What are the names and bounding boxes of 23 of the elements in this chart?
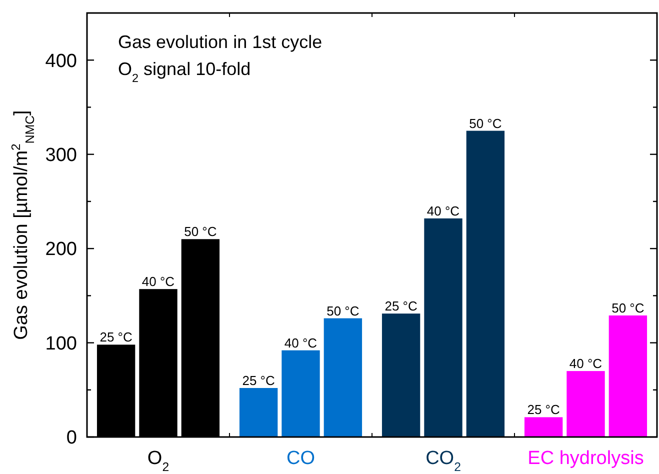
y-tick-label: 400 [45,50,77,72]
text: 50 °C [326,303,360,318]
x-tick-label: CO$_{2}$ [426,448,462,474]
text: 40 °C [426,203,460,218]
y-tick-label: 200 [45,239,77,260]
text: 40 °C [284,335,318,350]
text: 50 °C [469,116,502,131]
series-label: 40 °C [142,274,175,290]
y-tick-label: 300 [45,144,77,166]
text: 50 °C [184,224,217,240]
x-tick-label: CO [286,448,315,469]
text: 25 °C [527,402,560,418]
text: 40 °C [569,356,602,372]
x-tick-label: EC hydrolysis [528,448,644,469]
text: 25 °C [384,298,418,314]
series-label: 25 °C [100,330,132,345]
text: 25 °C [242,373,275,388]
x-tick-label: O$_{2}$ [147,448,170,474]
legend-label: 50 °C [612,300,644,316]
annotation: O$_{2}$ signal 10-fold [118,59,251,84]
annotation: Gas evolution in 1st cycle [118,32,322,52]
y-tick-label: 0 [66,428,77,449]
y-tick-label: 100 [45,333,77,354]
